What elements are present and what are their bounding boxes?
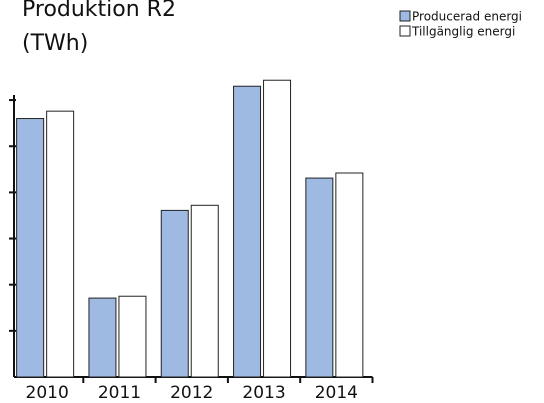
bar	[233, 85, 262, 378]
bar	[190, 204, 219, 378]
bar	[335, 172, 364, 378]
x-tick-label: 2013	[242, 383, 285, 403]
bar	[305, 177, 334, 378]
bar	[160, 209, 189, 378]
legend-label: Producerad energi	[412, 10, 522, 24]
bar	[16, 118, 45, 378]
x-tick-label: 2012	[170, 383, 213, 403]
x-tick-label: 2010	[26, 383, 69, 403]
x-tick-label: 2014	[315, 383, 358, 403]
bar	[46, 110, 75, 378]
bar	[118, 295, 147, 378]
legend-swatch	[399, 25, 411, 37]
legend-swatch	[399, 10, 411, 22]
chart-title: Produktion R2	[22, 0, 176, 22]
bar	[88, 297, 117, 378]
x-tick-label: 2011	[98, 383, 141, 403]
bar	[263, 79, 292, 378]
chart-title: (TWh)	[22, 31, 88, 56]
legend-label: Tillgänglig energi	[411, 25, 515, 39]
